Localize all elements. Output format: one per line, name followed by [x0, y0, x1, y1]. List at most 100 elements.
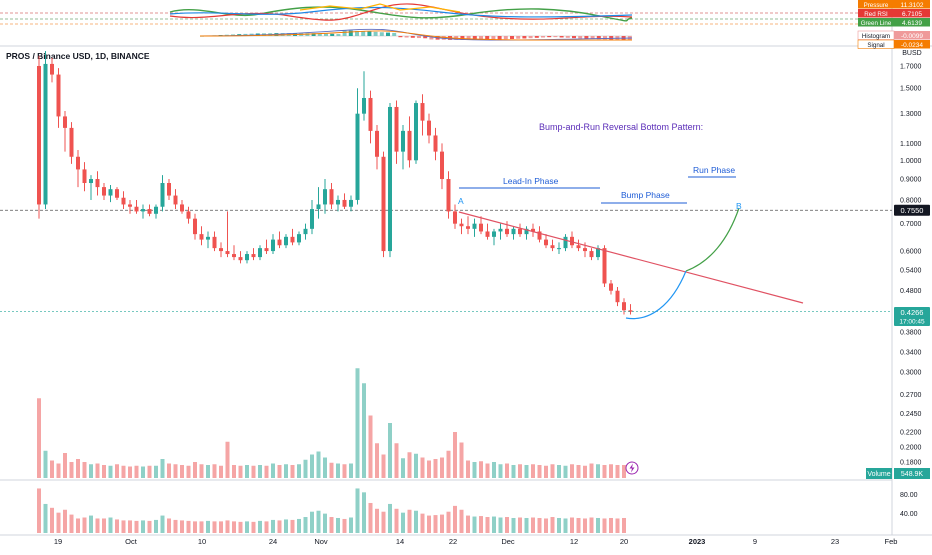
oscillator-bar: [69, 514, 74, 533]
candle-body: [342, 199, 347, 207]
oscillator-bar: [485, 517, 490, 533]
candle-body: [589, 251, 594, 258]
volume-bar: [401, 458, 405, 478]
volume-label-bg: [866, 468, 892, 479]
oscillator-bar: [147, 520, 152, 533]
oscillator-bar: [173, 519, 178, 533]
candle-body: [440, 151, 444, 180]
oscillator-bar: [609, 517, 613, 533]
time-tick-label: 19: [54, 537, 62, 546]
oscillator-bar: [401, 512, 405, 533]
oscillator-bar: [518, 517, 522, 533]
volume-bar: [420, 457, 425, 478]
candle-body: [466, 226, 470, 229]
macd-histogram-bar: [423, 36, 428, 39]
oscillator-bar: [329, 517, 334, 533]
volume-bar: [453, 432, 457, 478]
current-level-value: 0.7550: [901, 206, 924, 215]
macd-name: Histogram: [862, 33, 890, 40]
volume-legend: Volume 548.9K: [866, 468, 930, 479]
price-tick-label: 0.7000: [900, 221, 922, 228]
volume-value: 548.9K: [901, 471, 924, 478]
volume-bar: [141, 466, 145, 478]
candle-body: [89, 179, 93, 184]
volume-bar: [362, 383, 366, 478]
candle-body: [381, 156, 386, 252]
macd-histogram-bar: [522, 36, 527, 39]
oscillator-bar: [212, 521, 217, 533]
symbol-title: PROS / Binance USD, 1D, BINANCE: [6, 51, 150, 61]
candle-body: [414, 103, 418, 161]
volume-bars: [37, 368, 626, 478]
lead-in-label: Lead-In Phase: [503, 176, 559, 186]
oscillator-bar: [56, 512, 61, 533]
volume-bar: [297, 464, 301, 478]
candle-body: [401, 130, 405, 152]
oscillator-bar: [492, 516, 496, 533]
price-tick-label: 0.5400: [900, 267, 922, 274]
oscillator-bar: [388, 503, 392, 533]
volume-bar: [550, 464, 555, 478]
time-tick-label: 10: [198, 537, 206, 546]
macd-histogram-bar: [534, 36, 539, 38]
oscillator-bar: [290, 519, 295, 533]
lightning-icon[interactable]: [625, 461, 639, 475]
volume-bar: [264, 465, 269, 478]
volume-bar: [388, 423, 392, 478]
volume-bar: [596, 464, 600, 478]
macd-histogram-bar: [305, 33, 310, 36]
indicator-value: 4.6139: [902, 20, 922, 27]
price-axis[interactable]: BUSD 1.7000 1.5000 1.3000 1.1000 1.0000 0.9000…: [900, 50, 922, 518]
oscillator-bar: [414, 510, 418, 533]
candle-body: [498, 228, 503, 232]
volume-bar: [355, 368, 360, 478]
oscillator-bar: [128, 520, 132, 533]
volume-tick-label: 0.2450: [900, 411, 922, 418]
oscillator-bar: [336, 517, 340, 533]
volume-bar: [225, 441, 230, 478]
candle-body: [82, 169, 87, 184]
price-tick-label: 0.3800: [900, 330, 922, 337]
oscillator-bar: [134, 520, 139, 533]
oscillator-bar: [407, 509, 412, 533]
oscillator-bar: [102, 518, 106, 533]
macd-histogram-bar: [572, 36, 576, 39]
volume-bar: [245, 465, 249, 478]
macd-histogram-bar: [342, 30, 347, 36]
price-tick-label: 0.8000: [900, 197, 922, 204]
macd-histogram-bar: [497, 36, 502, 40]
volume-bar: [524, 465, 529, 478]
volume-bar: [121, 465, 126, 478]
volume-bar: [544, 465, 548, 478]
oscillator-bar: [349, 517, 353, 533]
candle-body: [583, 248, 587, 252]
macd-histogram-bar: [417, 36, 421, 39]
volume-bar: [277, 465, 282, 478]
time-tick-label: 14: [396, 537, 404, 546]
indicator-name-bg: [858, 0, 894, 9]
volume-bar: [407, 452, 412, 478]
macd-histogram-bar: [528, 36, 533, 39]
volume-bar: [479, 461, 483, 478]
oscillator-bar: [511, 517, 516, 533]
volume-bar: [43, 450, 48, 478]
volume-bar: [381, 454, 386, 478]
candle-body: [277, 239, 282, 246]
oscillator-bar: [583, 518, 587, 533]
candle-body: [407, 130, 412, 161]
volume-bar: [466, 460, 470, 478]
oscillator-bar: [50, 507, 54, 533]
volume-bar: [95, 463, 100, 478]
candle-body: [329, 189, 334, 205]
candle-body: [258, 248, 262, 258]
volume-bar: [108, 465, 113, 478]
volume-bar: [238, 465, 243, 478]
volume-bar: [576, 465, 581, 478]
macd-histogram-bar: [559, 36, 564, 38]
candle-body: [485, 231, 490, 237]
candle-body: [531, 228, 535, 232]
oscillator-bar: [219, 521, 223, 533]
time-axis[interactable]: 19 Oct 10 24 Nov 14 22 Dec 12 20 2023 9 23 Feb: [54, 537, 898, 546]
oscillator-bar: [264, 521, 269, 533]
oscillator-bar: [121, 520, 126, 533]
